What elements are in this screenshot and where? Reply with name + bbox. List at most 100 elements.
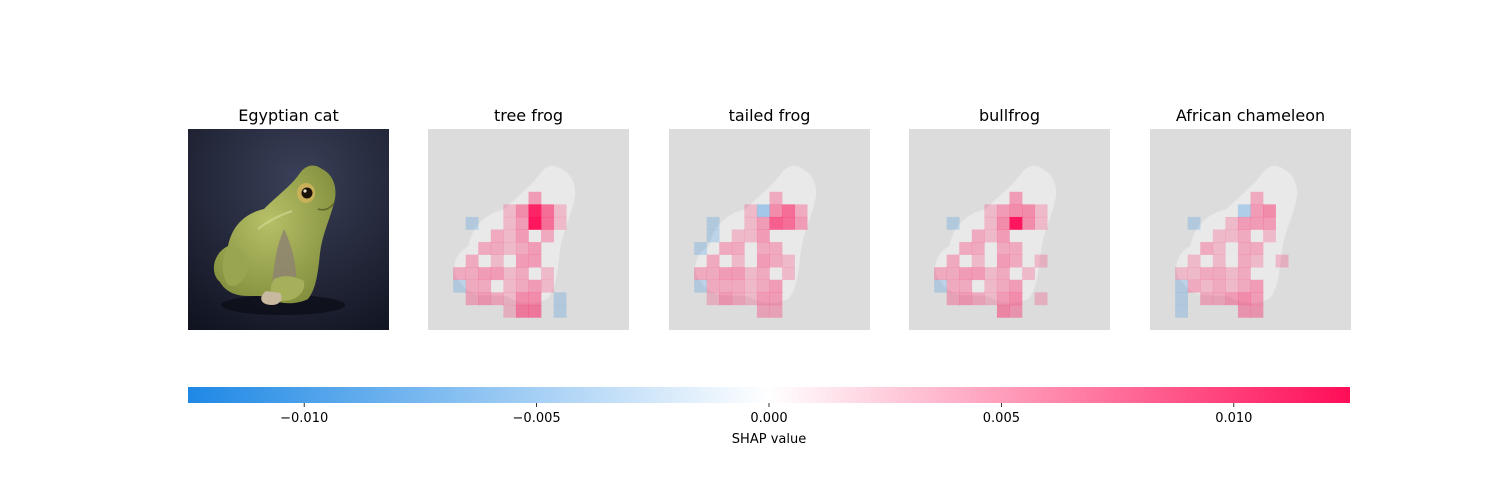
shap-cell <box>490 254 504 268</box>
shap-cell <box>1200 292 1214 306</box>
shap-cell <box>1237 279 1251 293</box>
colorbar-tick-label: −0.005 <box>513 411 561 426</box>
shap-cell <box>1009 191 1023 205</box>
shap-cell <box>465 216 479 230</box>
shap-cell <box>1237 254 1251 268</box>
shap-cell <box>1187 279 1201 293</box>
shap-cell <box>996 279 1010 293</box>
shap-cell <box>769 191 783 205</box>
shap-cell <box>996 254 1010 268</box>
panel-title-3: bullfrog <box>979 106 1040 125</box>
shap-cell <box>706 267 720 281</box>
shap-cell <box>1009 304 1023 318</box>
shap-cell <box>794 216 808 230</box>
shap-cell <box>984 229 998 243</box>
shap-cell <box>515 242 529 255</box>
shap-cell <box>1237 292 1251 306</box>
shap-cell <box>744 229 758 243</box>
shap-cell <box>1175 304 1188 318</box>
shap-cell <box>731 292 745 306</box>
panel-title-1: tree frog <box>494 106 563 125</box>
shap-cell <box>756 204 770 218</box>
shap-cell <box>719 292 733 306</box>
shap-cell <box>1237 229 1251 243</box>
shap-cell <box>515 279 529 293</box>
shap-panel-3 <box>909 129 1110 330</box>
shap-cell <box>1009 292 1023 306</box>
shap-cell <box>1034 292 1048 306</box>
shap-panel-4 <box>1150 129 1351 330</box>
shap-cell <box>1250 304 1264 318</box>
shap-cell <box>731 229 745 243</box>
shap-cell <box>1034 204 1048 218</box>
shap-cell <box>1212 254 1226 268</box>
shap-cell <box>453 267 466 281</box>
shap-cell <box>719 267 733 281</box>
shap-cell <box>528 191 542 205</box>
shap-cell <box>1212 229 1226 243</box>
shap-cell <box>1263 204 1276 218</box>
shap-cell <box>515 204 529 218</box>
shap-cell <box>515 254 529 268</box>
shap-cell <box>1187 254 1201 268</box>
shap-cell <box>744 204 758 218</box>
shap-cell <box>694 279 707 293</box>
shap-cell <box>1200 242 1214 255</box>
shap-cell <box>996 304 1010 318</box>
shap-cell <box>503 242 517 255</box>
shap-cell <box>744 216 758 230</box>
shap-cell <box>541 279 554 293</box>
shap-cell <box>769 216 783 230</box>
colorbar <box>188 387 1350 403</box>
shap-cell <box>528 279 542 293</box>
shap-cell <box>528 254 542 268</box>
shap-cell <box>503 229 517 243</box>
shap-cell <box>1237 267 1251 281</box>
panel-title-4: African chameleon <box>1176 106 1325 125</box>
shap-cell <box>1225 267 1239 281</box>
shap-cell <box>694 242 707 255</box>
shap-cell <box>756 267 770 281</box>
shap-cell <box>769 279 783 293</box>
panel-title-0: Egyptian cat <box>238 106 339 125</box>
shap-cell <box>1175 292 1188 306</box>
shap-cell <box>946 292 960 306</box>
shap-cell <box>515 216 529 230</box>
shap-cell <box>946 279 960 293</box>
shap-cell <box>1237 304 1251 318</box>
shap-cell <box>1212 292 1226 306</box>
shap-cell <box>971 267 985 281</box>
shap-cell <box>1212 279 1226 293</box>
shap-cell <box>1225 229 1239 243</box>
shap-cell <box>1034 254 1048 268</box>
shap-cell <box>971 292 985 306</box>
shap-cell <box>503 267 517 281</box>
shap-cell <box>515 304 529 318</box>
shap-cell <box>984 292 998 306</box>
shap-cell <box>1212 267 1226 281</box>
shap-cell <box>996 229 1010 243</box>
shap-cell <box>959 242 973 255</box>
shap-cell <box>1187 216 1201 230</box>
shap-cell <box>744 267 758 281</box>
shap-cell <box>490 229 504 243</box>
shap-cell <box>984 216 998 230</box>
shap-cell <box>465 292 479 306</box>
shap-cell <box>996 267 1010 281</box>
shap-cell <box>478 292 492 306</box>
shap-cell <box>1237 204 1251 218</box>
shap-cell <box>769 242 783 255</box>
shap-cell <box>1250 279 1264 293</box>
shap-cell <box>984 279 998 293</box>
shap-cell <box>541 229 554 243</box>
shap-cell <box>1225 216 1239 230</box>
shap-cell <box>541 267 554 281</box>
shap-cell <box>528 292 542 306</box>
shap-cell <box>984 267 998 281</box>
shap-cell <box>756 242 770 255</box>
shap-cell <box>756 279 770 293</box>
shap-cell <box>1022 267 1035 281</box>
shap-cell <box>1022 204 1035 218</box>
shap-cell <box>478 279 492 293</box>
